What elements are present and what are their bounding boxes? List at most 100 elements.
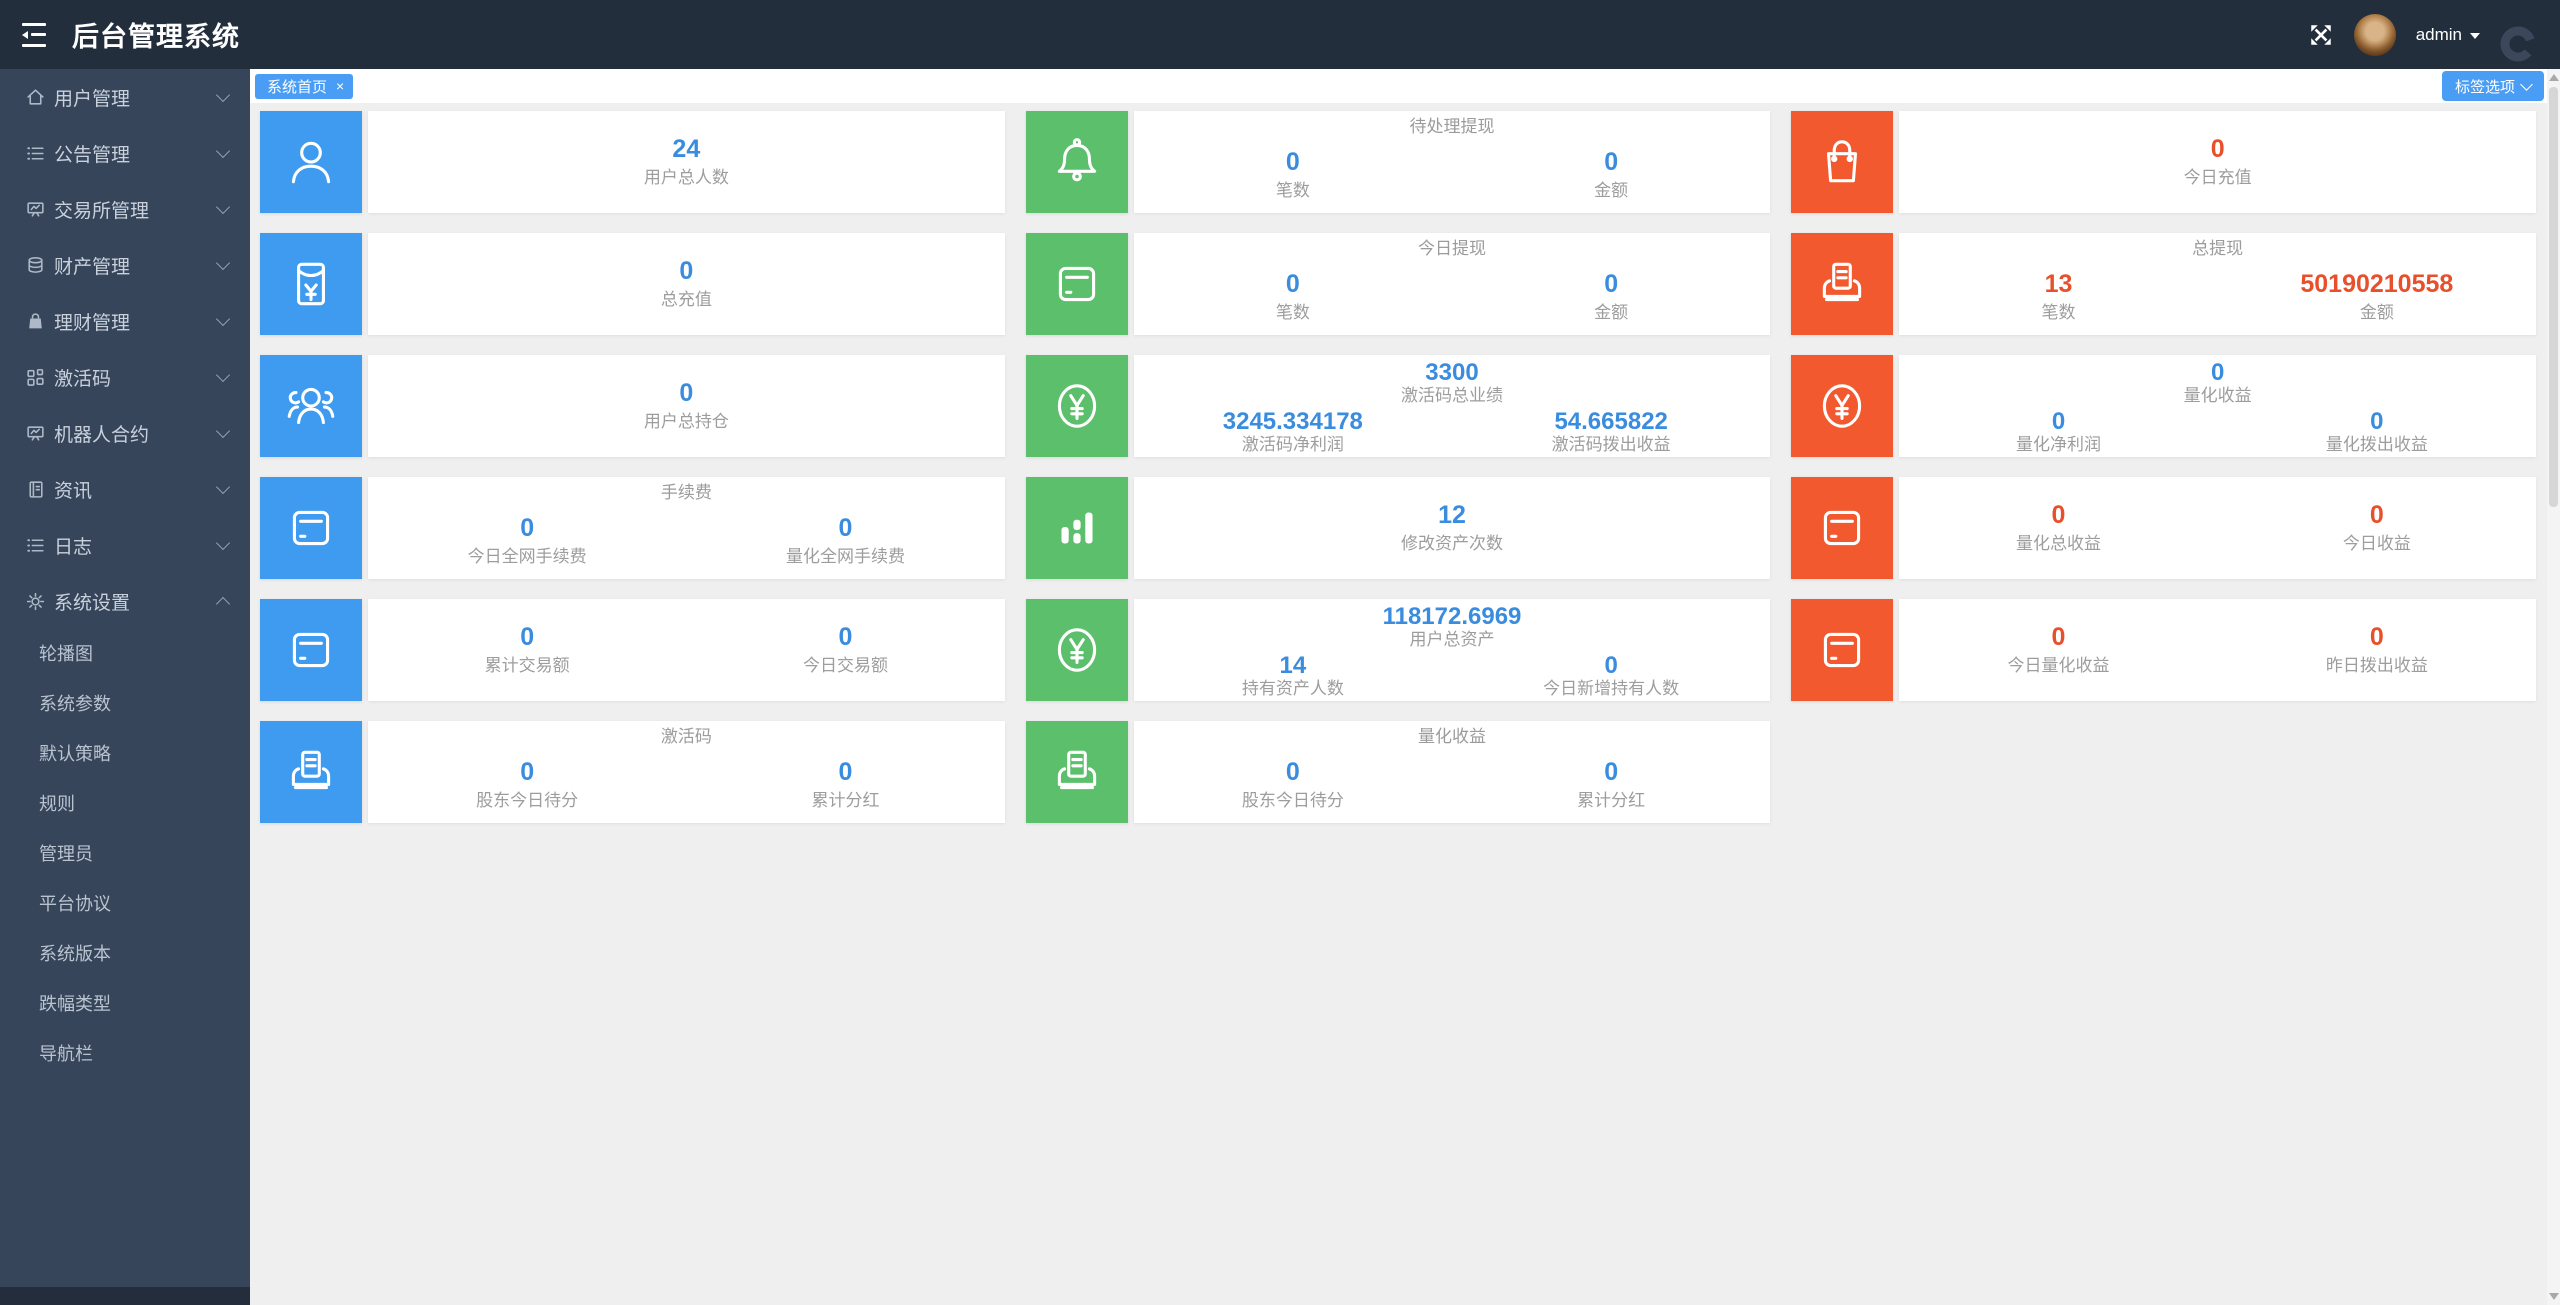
sidebar-item-7[interactable]: 资讯 [0,461,250,517]
stat: 0 累计分红 [1452,759,1770,811]
sidebar-item-9[interactable]: 系统设置 [0,573,250,629]
stat-label: 今日全网手续费 [467,547,587,567]
stat-card-title: 今日提现 [1417,239,1486,258]
user-menu[interactable]: admin [2416,25,2480,45]
bell-icon [1025,111,1128,213]
scroll-down-icon[interactable] [2548,1293,2559,1300]
stat-label: 金额 [1594,181,1629,201]
stat: 0 笔数 [1134,271,1452,323]
sidebar-item-8[interactable]: 日志 [0,517,250,573]
stat: 0 股东今日待分 [1134,759,1452,811]
stat-label: 金额 [2359,303,2394,323]
vertical-scrollbar[interactable] [2547,69,2560,1305]
sidebar-subitem-9-3[interactable]: 规则 [39,794,75,814]
scroll-up-icon[interactable] [2548,74,2559,81]
stat-value: 118172.6969 [1382,603,1522,630]
stat-value: 0 [679,257,694,286]
fullscreen-icon[interactable] [2308,22,2334,48]
sidebar-subitem-9-4[interactable]: 管理员 [39,844,93,864]
sidebar-item-0[interactable]: 用户管理 [0,69,250,125]
card-icon [260,477,362,579]
gear-icon [25,591,46,612]
stat: 0 量化全网手续费 [686,515,1004,567]
stat-value: 3300 [1425,359,1479,386]
sidebar-item-2[interactable]: 交易所管理 [0,181,250,237]
stat-label: 量化总收益 [2016,534,2101,554]
sidebar-item-1[interactable]: 公告管理 [0,125,250,181]
stat-value: 50190210558 [2300,269,2454,298]
stat-label: 用户总资产 [1409,630,1495,650]
stat-card-body: 手续费 0 今日全网手续费 0 量化全网手续费 [368,477,1005,579]
stat-value: 0 [679,379,694,408]
stat-label: 累计交易额 [484,656,570,676]
stat-value: 54.665822 [1554,407,1668,435]
chevron-down-icon [215,479,231,494]
sidebar-subitem-9-6[interactable]: 系统版本 [39,944,111,964]
tab-system-home[interactable]: 系统首页 × [255,73,354,99]
chevron-down-icon [2520,77,2533,91]
users-icon [260,355,362,457]
tag-options-button[interactable]: 标签选项 [2441,71,2544,101]
stat: 0 股东今日待分 [368,759,686,811]
sidebar-subitem-9-2[interactable]: 默认策略 [39,744,111,764]
sidebar: 用户管理 公告管理 交易所管理 财产管理 理财管理 激活码 机器人合约 资讯日志系统设置轮播图… [0,69,250,1305]
stat-value: 0 [1604,651,1618,679]
sidebar-item-label: 日志 [54,536,93,558]
sidebar-subitem-9-7[interactable]: 跌幅类型 [39,994,111,1014]
stat-card-9: 手续费 0 今日全网手续费 0 量化全网手续费 [260,477,1005,579]
card-icon [1791,599,1894,701]
stat: 0 量化拨出收益 [2218,408,2536,455]
chevron-down-icon [2470,32,2480,39]
user-icon [260,111,362,213]
stat-label: 笔数 [1275,181,1310,201]
stat-card-body: 0 今日量化收益 0 昨日拨出收益 [1899,599,2536,701]
database-icon [25,255,46,276]
sidebar-item-5[interactable]: 激活码 [0,349,250,405]
stat-value: 0 [2051,407,2066,435]
stat-label: 修改资产次数 [1400,534,1503,554]
stat: 0 今日收益 [2218,502,2536,554]
scroll-thumb[interactable] [2549,87,2558,507]
stat: 12 修改资产次数 [1134,477,1771,579]
main-content: 24 用户总人数 待处理提现 0 笔数 0 金额 0 今日充值 0 总充值 今日提现 0 笔数 0 金额 总提现… [250,103,2560,1305]
stat-label: 今日交易额 [802,656,888,676]
stat-label: 激活码拨出收益 [1551,434,1671,454]
stat-label: 笔数 [1275,303,1310,323]
chevron-up-icon [215,596,231,611]
stat-label: 激活码净利润 [1241,434,1344,454]
stat-card-body: 总提现 13 笔数 50190210558 金额 [1899,233,2536,335]
sidebar-subitem-9-1[interactable]: 系统参数 [39,694,111,714]
refresh-loader-icon[interactable] [2498,24,2538,64]
sidebar-item-4[interactable]: 理财管理 [0,293,250,349]
stat: 0 量化总收益 [1899,502,2217,554]
stat: 0 笔数 [1134,149,1452,201]
stat-card-3: 0 总充值 [260,233,1005,335]
sidebar-item-6[interactable]: 机器人合约 [0,405,250,461]
stat-card-body: 3300 激活码总业绩 3245.334178 激活码净利润 54.665822 激活码拨… [1133,355,1771,457]
chevron-down-icon [215,311,231,326]
stat: 0 金额 [1452,271,1770,323]
avatar[interactable] [2353,13,2396,56]
sidebar-subitem-9-8[interactable]: 导航栏 [39,1044,93,1064]
stat-value: 0 [838,623,853,652]
stat-card-grid: 24 用户总人数 待处理提现 0 笔数 0 金额 0 今日充值 0 总充值 今日提现 0 笔数 0 金额 总提现… [260,111,2536,823]
stat-card-2: 0 今日充值 [1791,111,2536,213]
tag-options-label: 标签选项 [2454,78,2515,96]
stat-card-body: 0 量化总收益 0 今日收益 [1899,477,2536,579]
stat-value: 0 [1285,757,1300,786]
sidebar-subitem-9-5[interactable]: 平台协议 [39,894,111,914]
card-icon [260,599,362,701]
stat-value: 24 [672,135,701,164]
menu-toggle-icon[interactable] [22,22,46,47]
stat-card-body: 今日提现 0 笔数 0 金额 [1133,233,1771,335]
stat-label: 今日量化收益 [2007,656,2110,676]
stat-card-body: 0 累计交易额 0 今日交易额 [368,599,1005,701]
stat-card-title: 手续费 [660,483,712,502]
stat-card-title: 量化收益 [1417,727,1486,746]
sidebar-subitem-9-0[interactable]: 轮播图 [39,644,93,664]
stat-value: 3245.334178 [1222,407,1363,435]
sidebar-item-3[interactable]: 财产管理 [0,237,250,293]
close-icon[interactable]: × [336,78,345,94]
stat-value: 0 [838,757,853,786]
printer-icon [1791,233,1894,335]
